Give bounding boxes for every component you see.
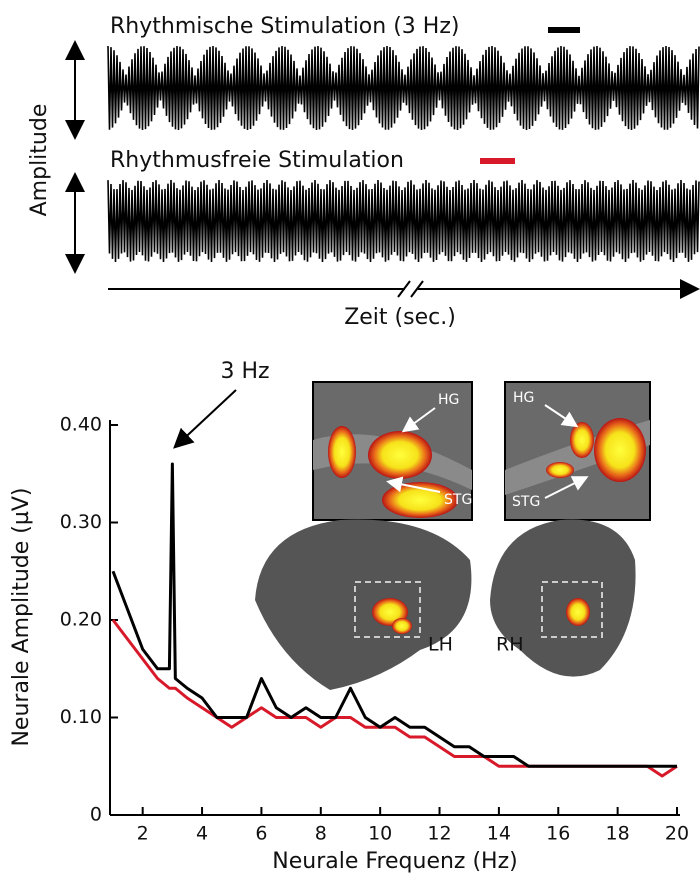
x-tick-label: 2 xyxy=(137,823,149,845)
stimulus-x-label: Zeit (sec.) xyxy=(344,305,456,330)
y-tick-label: 0.40 xyxy=(60,414,102,436)
x-tick-label: 4 xyxy=(196,823,208,845)
x-tick-label: 20 xyxy=(665,823,689,845)
hemisphere-label: RH xyxy=(496,634,524,656)
legend-label: Rhythmusfreie Stimulation xyxy=(110,148,404,173)
x-tick-label: 18 xyxy=(606,823,630,845)
y-tick-label: 0.20 xyxy=(60,609,102,631)
arrhythmic-waveform xyxy=(108,180,699,262)
x-tick-label: 8 xyxy=(315,823,327,845)
x-tick-label: 16 xyxy=(546,823,570,845)
brain-label: STG xyxy=(444,492,472,508)
figure: Rhythmische Stimulation (3 Hz) Rhythmusf… xyxy=(0,0,700,881)
x-tick-label: 6 xyxy=(255,823,267,845)
legend-label: Rhythmische Stimulation (3 Hz) xyxy=(110,14,459,39)
y-tick-label: 0.10 xyxy=(60,706,102,728)
y-axis-title: Neurale Amplitude (µV) xyxy=(9,487,34,746)
annotation-arrow xyxy=(176,390,236,446)
brain-label: STG xyxy=(512,494,540,510)
y-tick-label: 0 xyxy=(90,804,102,826)
x-tick-label: 14 xyxy=(487,823,511,845)
x-tick-label: 10 xyxy=(368,823,392,845)
annotation: 3 Hz xyxy=(220,359,269,384)
brain-label: HG xyxy=(438,392,459,408)
rhythmic-waveform xyxy=(108,46,699,130)
hemisphere-label: LH xyxy=(428,634,453,656)
stimulus-y-label: Amplitude xyxy=(27,104,52,217)
x-axis-title: Neurale Frequenz (Hz) xyxy=(272,849,517,874)
y-tick-label: 0.30 xyxy=(60,511,102,533)
brain-label: HG xyxy=(513,390,534,406)
x-tick-label: 12 xyxy=(427,823,451,845)
